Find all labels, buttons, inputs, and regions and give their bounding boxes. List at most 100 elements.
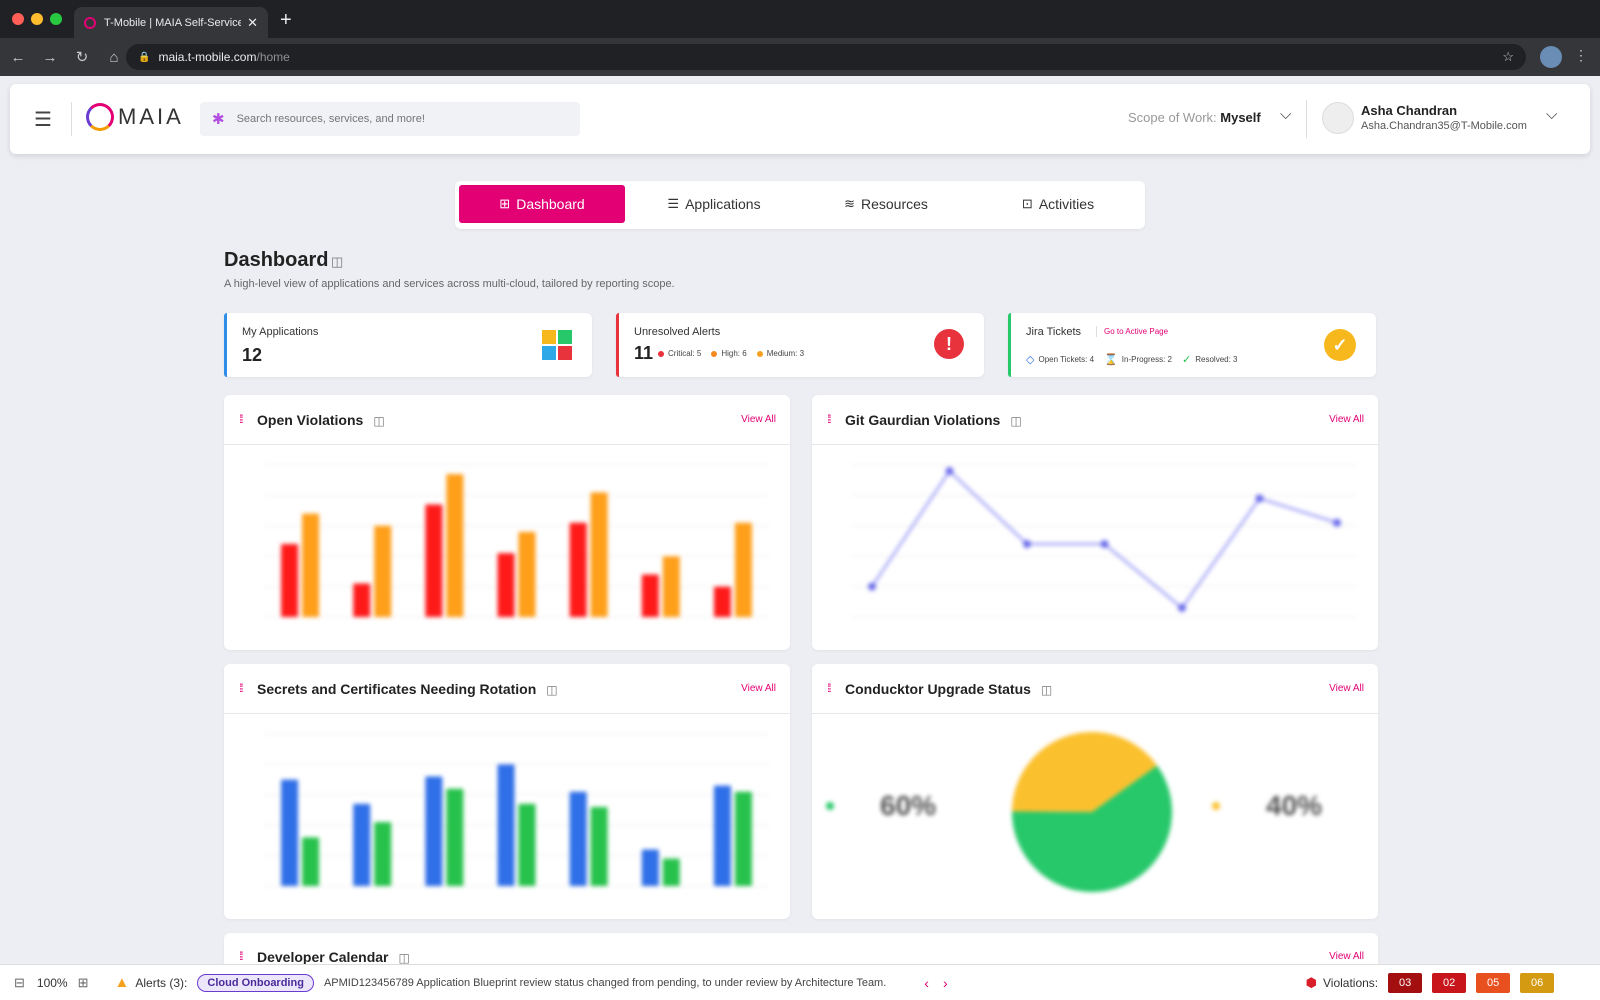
data-point [1023, 540, 1031, 549]
zoom-in-icon[interactable]: ⊞ [77, 974, 89, 990]
chart-bar [497, 553, 515, 617]
card-label: Unresolved Alerts [634, 326, 721, 338]
tab-label: Dashboard [516, 196, 585, 212]
drag-handle-icon[interactable]: ⁞⁞ [827, 412, 831, 426]
resolved-tickets: Resolved: 3 [1195, 355, 1238, 364]
minimize-window-button[interactable] [31, 13, 43, 25]
user-avatar[interactable] [1322, 102, 1354, 134]
search-input[interactable] [236, 113, 557, 125]
view-all-link[interactable]: View All [741, 414, 776, 425]
chart-area [812, 445, 1378, 650]
scope-of-work[interactable]: Scope of Work: Myself [1128, 110, 1261, 125]
violation-count-high[interactable]: 02 [1432, 972, 1467, 993]
browser-tab[interactable]: T-Mobile | MAIA Self-Service ✕ [74, 7, 268, 38]
data-point [1255, 494, 1264, 503]
previous-alert-chevron-icon[interactable]: ‹ [924, 974, 929, 991]
activity-icon: ⊡ [1021, 196, 1033, 211]
drag-handle-icon[interactable]: ⁞⁞ [239, 412, 243, 426]
tab-applications[interactable]: ☰ Applications [631, 185, 797, 223]
secrets-chart [264, 733, 769, 887]
tab-dashboard[interactable]: ⊞ Dashboard [459, 185, 625, 223]
url-domain: maia.t-mobile.com [158, 50, 257, 64]
new-tab-plus-icon[interactable]: + [280, 9, 292, 31]
violation-count-medium[interactable]: 05 [1476, 972, 1511, 993]
info-panel-icon[interactable]: ◫ [331, 254, 344, 269]
alert-message: APMID123456789 Application Blueprint rev… [323, 976, 887, 989]
widget-title: Conducktor Upgrade Status ◫ [845, 681, 1052, 697]
reload-icon[interactable]: ↻ [75, 49, 89, 66]
jira-tickets-card[interactable]: Jira Tickets Go to Active Page ◇ Open Tic… [1008, 313, 1376, 377]
browser-profile-avatar[interactable] [1540, 46, 1562, 68]
home-icon[interactable]: ⌂ [109, 48, 119, 66]
drag-handle-icon[interactable]: ⁞⁞ [827, 681, 831, 695]
card-value: 12 [242, 345, 263, 365]
violations-label: Violations: [1322, 975, 1379, 990]
hamburger-menu-icon[interactable]: ☰ [34, 109, 52, 131]
violation-count-critical[interactable]: 03 [1388, 972, 1423, 993]
browser-menu-icon[interactable]: ⋮ [1574, 47, 1588, 63]
severity-breakdown: Critical: 5 High: 6 Medium: 3 [658, 349, 814, 358]
user-name: Asha Chandran [1361, 103, 1458, 118]
data-point [1100, 540, 1109, 549]
zoom-out-icon[interactable]: ⊟ [14, 974, 25, 990]
bookmark-star-icon[interactable]: ☆ [1502, 49, 1514, 64]
tab-resources[interactable]: ≋ Resources [803, 185, 969, 223]
tab-activities[interactable]: ⊡ Activities [975, 185, 1141, 223]
drag-handle-icon[interactable]: ⁞⁞ [239, 949, 243, 963]
scope-chevron-down-icon[interactable]: ⌵ [1280, 106, 1292, 123]
card-accent-bar [1008, 313, 1011, 377]
maia-logo[interactable]: MAIA [86, 103, 184, 131]
widget-header: ⁞⁞ Open Violations ◫ View All [224, 395, 790, 445]
chart-bar [302, 513, 320, 617]
forward-arrow-icon[interactable]: → [42, 48, 58, 66]
user-menu-chevron-down-icon[interactable]: ⌵ [1546, 106, 1558, 123]
data-point [945, 467, 954, 476]
in-progress-tickets: In-Progress: 2 [1121, 355, 1173, 364]
card-accent-bar [224, 313, 227, 377]
drag-handle-icon[interactable]: ⁞⁞ [239, 681, 243, 695]
view-all-link[interactable]: View All [1329, 683, 1364, 694]
legend-name [842, 801, 862, 811]
maximize-window-button[interactable] [50, 13, 62, 25]
violation-count-low[interactable]: 06 [1520, 972, 1555, 993]
lock-icon: 🔒 [138, 51, 151, 63]
legend-percent: 60% [880, 790, 937, 821]
main-tabs: ⊞ Dashboard ☰ Applications ≋ Resources ⊡… [455, 181, 1145, 229]
view-all-link[interactable]: View All [1329, 414, 1364, 425]
view-all-link[interactable]: View All [741, 683, 776, 694]
go-to-active-page-link[interactable]: Go to Active Page [1104, 327, 1169, 336]
zoom-level: 100% [36, 975, 68, 990]
info-panel-icon[interactable]: ◫ [398, 951, 410, 965]
address-bar[interactable]: 🔒 maia.t-mobile.com/home ☆ [126, 44, 1526, 70]
card-divider [1096, 326, 1097, 337]
browser-navbar: ← → ↻ ⌂ 🔒 maia.t-mobile.com/home ☆ ⋮ [0, 38, 1600, 76]
info-panel-icon[interactable]: ◫ [546, 683, 558, 697]
info-panel-icon[interactable]: ◫ [1010, 414, 1022, 428]
legend-percent: 40% [1266, 790, 1323, 821]
legend-dot-icon [826, 802, 834, 810]
tab-close-icon[interactable]: ✕ [247, 14, 258, 30]
chart-bar [446, 788, 464, 886]
unresolved-alerts-card[interactable]: Unresolved Alerts 11 Critical: 5 High: 6… [616, 313, 984, 377]
back-arrow-icon[interactable]: ← [10, 48, 26, 66]
tag-icon: ◇ [1026, 354, 1035, 366]
chart-bar [641, 574, 659, 617]
chart-bar [281, 544, 299, 617]
check-circle-icon: ✓ [1182, 354, 1192, 366]
info-panel-icon[interactable]: ◫ [373, 414, 385, 428]
view-all-link[interactable]: View All [1329, 951, 1364, 962]
alert-category-badge[interactable]: Cloud Onboarding [197, 973, 314, 992]
git-guardian-chart [852, 464, 1357, 618]
chart-bar [713, 785, 731, 886]
pie-slice [1012, 732, 1158, 812]
chart-bar [374, 525, 392, 617]
critical-count: Critical: 5 [668, 349, 702, 358]
next-alert-chevron-icon[interactable]: › [942, 974, 948, 991]
widget-header: ⁞⁞ Git Gaurdian Violations ◫ View All [812, 395, 1378, 445]
close-window-button[interactable] [12, 13, 24, 25]
search-box[interactable]: ✱ [200, 102, 580, 136]
header-divider [71, 102, 72, 136]
chart-bar [734, 791, 752, 886]
my-applications-card[interactable]: My Applications 12 [224, 313, 592, 377]
info-panel-icon[interactable]: ◫ [1040, 683, 1053, 697]
